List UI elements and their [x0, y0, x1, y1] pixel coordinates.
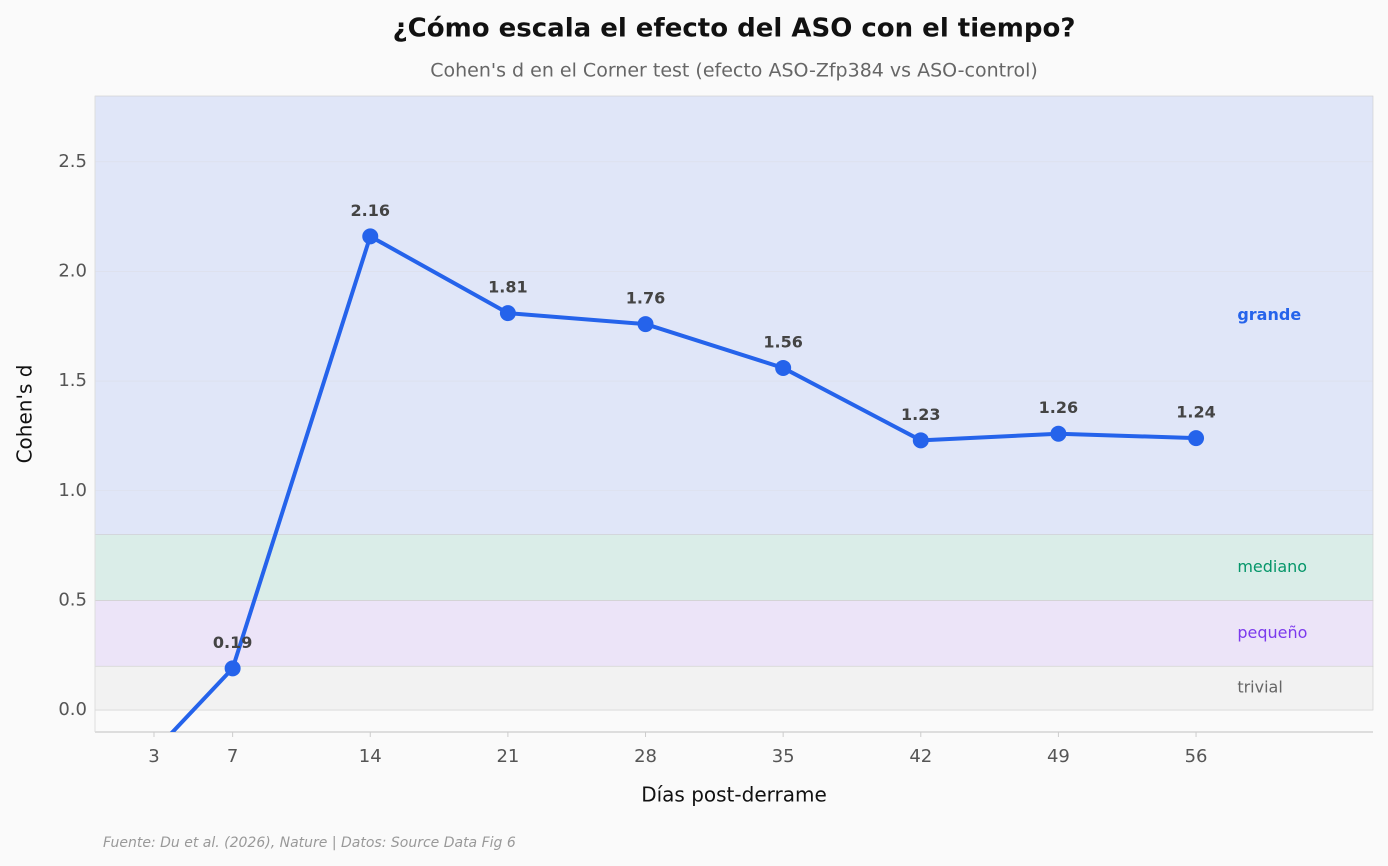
data-label: 1.26 — [1039, 398, 1078, 417]
x-tick-label: 14 — [359, 746, 382, 767]
y-tick-label: 0.5 — [58, 589, 87, 610]
effect-band — [94, 665, 1374, 711]
x-axis-label: Días post-derrame — [641, 783, 827, 807]
x-tick-label: 49 — [1047, 746, 1070, 767]
effect-band — [94, 600, 1374, 667]
chart-title: ¿Cómo escala el efecto del ASO con el ti… — [393, 14, 1076, 44]
x-tick-label: 3 — [148, 746, 159, 767]
x-tick-label: 28 — [634, 746, 657, 767]
data-point — [912, 432, 929, 449]
x-tick-label: 21 — [496, 746, 519, 767]
band-label: grande — [1237, 305, 1301, 324]
y-tick-label: 1.5 — [58, 370, 87, 391]
x-tick-label: 35 — [772, 746, 795, 767]
data-label: 1.24 — [1176, 403, 1215, 422]
band-label: pequeño — [1237, 623, 1307, 642]
plot-area — [169, 228, 1205, 732]
effect-band — [94, 95, 1374, 535]
data-point — [637, 316, 654, 333]
data-point — [775, 359, 792, 376]
source-note: Fuente: Du et al. (2026), Nature | Datos… — [103, 835, 516, 851]
y-axis-label: Cohen's d — [13, 365, 37, 464]
data-point — [1050, 425, 1067, 442]
band-label: mediano — [1237, 557, 1307, 576]
x-tick-label: 42 — [909, 746, 932, 767]
x-tick-label: 56 — [1185, 746, 1208, 767]
data-point — [499, 305, 516, 322]
y-tick-label: 0.0 — [58, 699, 87, 720]
data-label: 1.81 — [488, 278, 527, 297]
data-label: 2.16 — [351, 201, 390, 220]
data-point — [224, 660, 241, 677]
data-label: 1.56 — [763, 332, 802, 351]
data-label: 1.76 — [626, 289, 665, 308]
band-label: trivial — [1237, 678, 1282, 697]
data-point — [1188, 430, 1205, 447]
chart-subtitle: Cohen's d en el Corner test (efecto ASO-… — [430, 60, 1038, 82]
effect-band — [94, 534, 1374, 601]
x-tick-label: 7 — [227, 746, 238, 767]
data-label: 0.19 — [213, 633, 252, 652]
y-tick-label: 1.0 — [58, 480, 87, 501]
data-point — [362, 228, 379, 245]
y-tick-label: 2.5 — [58, 151, 87, 172]
y-tick-label: 2.0 — [58, 260, 87, 281]
data-label: 1.23 — [901, 405, 940, 424]
